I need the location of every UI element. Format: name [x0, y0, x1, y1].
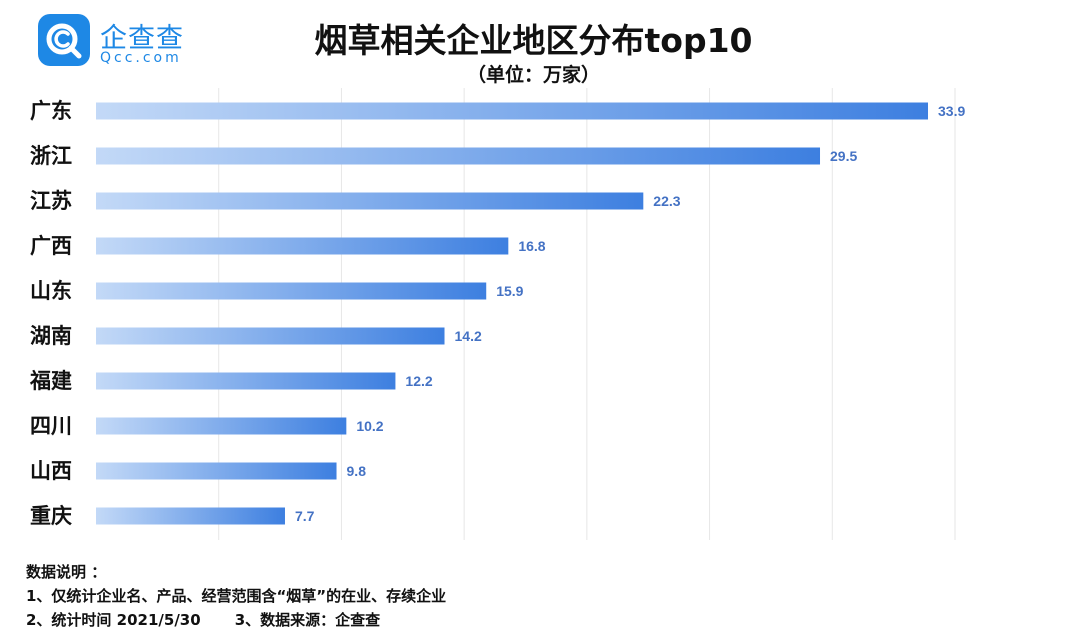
bar-1	[96, 102, 929, 120]
bar-9	[96, 462, 337, 480]
value-label: 9.8	[347, 463, 367, 479]
notes-source: 3、数据来源：企查查	[234, 611, 381, 629]
category-label: 福建	[29, 369, 72, 393]
category-label: 重庆	[30, 504, 72, 528]
category-label: 浙江	[30, 144, 72, 168]
bar-6	[96, 327, 445, 345]
notes-line-1: 1、仅统计企业名、产品、经营范围含“烟草”的在业、存续企业	[26, 587, 447, 605]
notes-line-2: 2、统计时间 2021/5/30 3、数据来源：企查查	[26, 608, 446, 632]
data-notes: 数据说明 ： 1、仅统计企业名、产品、经营范围含“烟草”的在业、存续企业 2、统…	[26, 560, 446, 632]
value-label: 16.8	[518, 238, 545, 254]
bar-5	[96, 282, 487, 300]
bar-8	[96, 417, 347, 435]
value-label: 14.2	[455, 328, 482, 344]
logo-badge-icon	[38, 14, 90, 66]
chart-title: 烟草相关企业地区分布top10	[314, 21, 753, 60]
value-label: 12.2	[405, 373, 432, 389]
bar-3	[96, 192, 644, 210]
value-label: 22.3	[653, 193, 680, 209]
value-label: 15.9	[496, 283, 523, 299]
value-label: 29.5	[830, 148, 857, 164]
category-label: 山西	[30, 459, 72, 483]
category-label: 广西	[30, 234, 72, 258]
category-label: 山东	[30, 279, 72, 303]
bar-7	[96, 372, 396, 390]
category-label: 江苏	[30, 189, 72, 213]
notes-heading: 数据说明 ：	[26, 563, 107, 581]
value-label: 33.9	[938, 103, 965, 119]
category-label: 广东	[30, 99, 72, 123]
value-label: 10.2	[356, 418, 383, 434]
category-label: 四川	[30, 414, 72, 438]
bar-2	[96, 147, 821, 165]
logo-name: 企查查	[100, 23, 184, 54]
bar-4	[96, 237, 509, 255]
category-label: 湖南	[30, 324, 72, 348]
chart-subtitle: （单位：万家）	[466, 64, 600, 86]
logo-url: Qcc.com	[100, 50, 182, 66]
qcc-logo: 企查查 Qcc.com	[38, 14, 218, 70]
notes-time: 2、统计时间 2021/5/30	[26, 611, 201, 629]
value-label: 7.7	[295, 508, 315, 524]
bar-10	[96, 507, 285, 525]
